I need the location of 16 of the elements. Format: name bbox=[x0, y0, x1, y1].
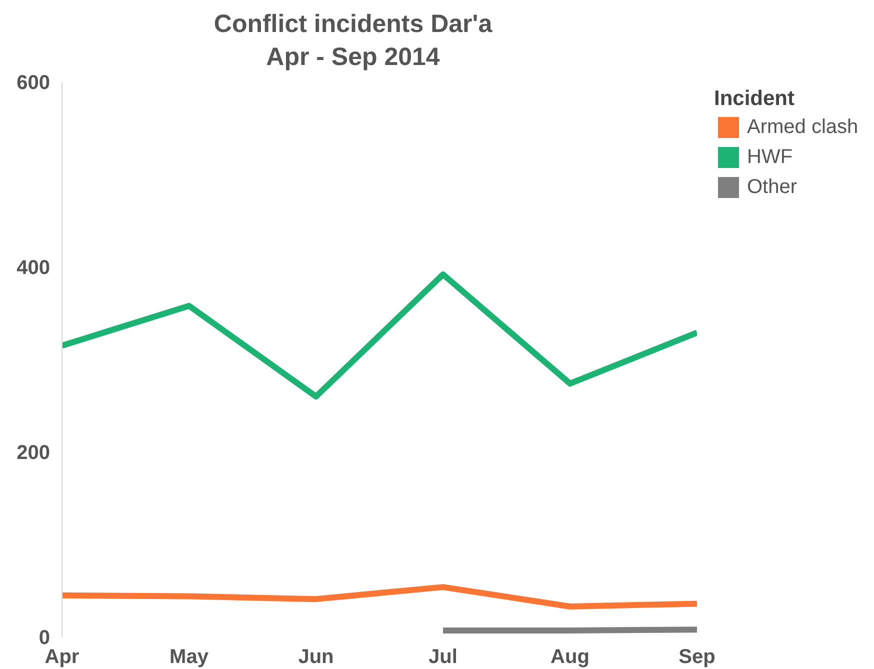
chart-subtitle: Apr - Sep 2014 bbox=[266, 43, 440, 71]
legend-label: HWF bbox=[747, 146, 793, 168]
legend-label: Other bbox=[747, 176, 798, 198]
legend-label: Armed clash bbox=[747, 116, 858, 138]
y-tick-label: 400 bbox=[16, 257, 50, 279]
x-tick-label: May bbox=[170, 646, 210, 668]
x-tick-label: Jul bbox=[428, 646, 458, 668]
chart-title: Conflict incidents Dar'a bbox=[212, 9, 494, 40]
y-tick-label: 600 bbox=[16, 72, 50, 94]
x-tick-label: Sep bbox=[678, 646, 716, 668]
legend-title: Incident bbox=[714, 86, 796, 112]
y-tick-label: 0 bbox=[38, 627, 50, 649]
x-tick-label: Apr bbox=[44, 646, 80, 668]
y-tick-label: 200 bbox=[16, 442, 50, 464]
x-tick-label: Jun bbox=[298, 646, 334, 668]
x-tick-label: Aug bbox=[550, 646, 590, 668]
